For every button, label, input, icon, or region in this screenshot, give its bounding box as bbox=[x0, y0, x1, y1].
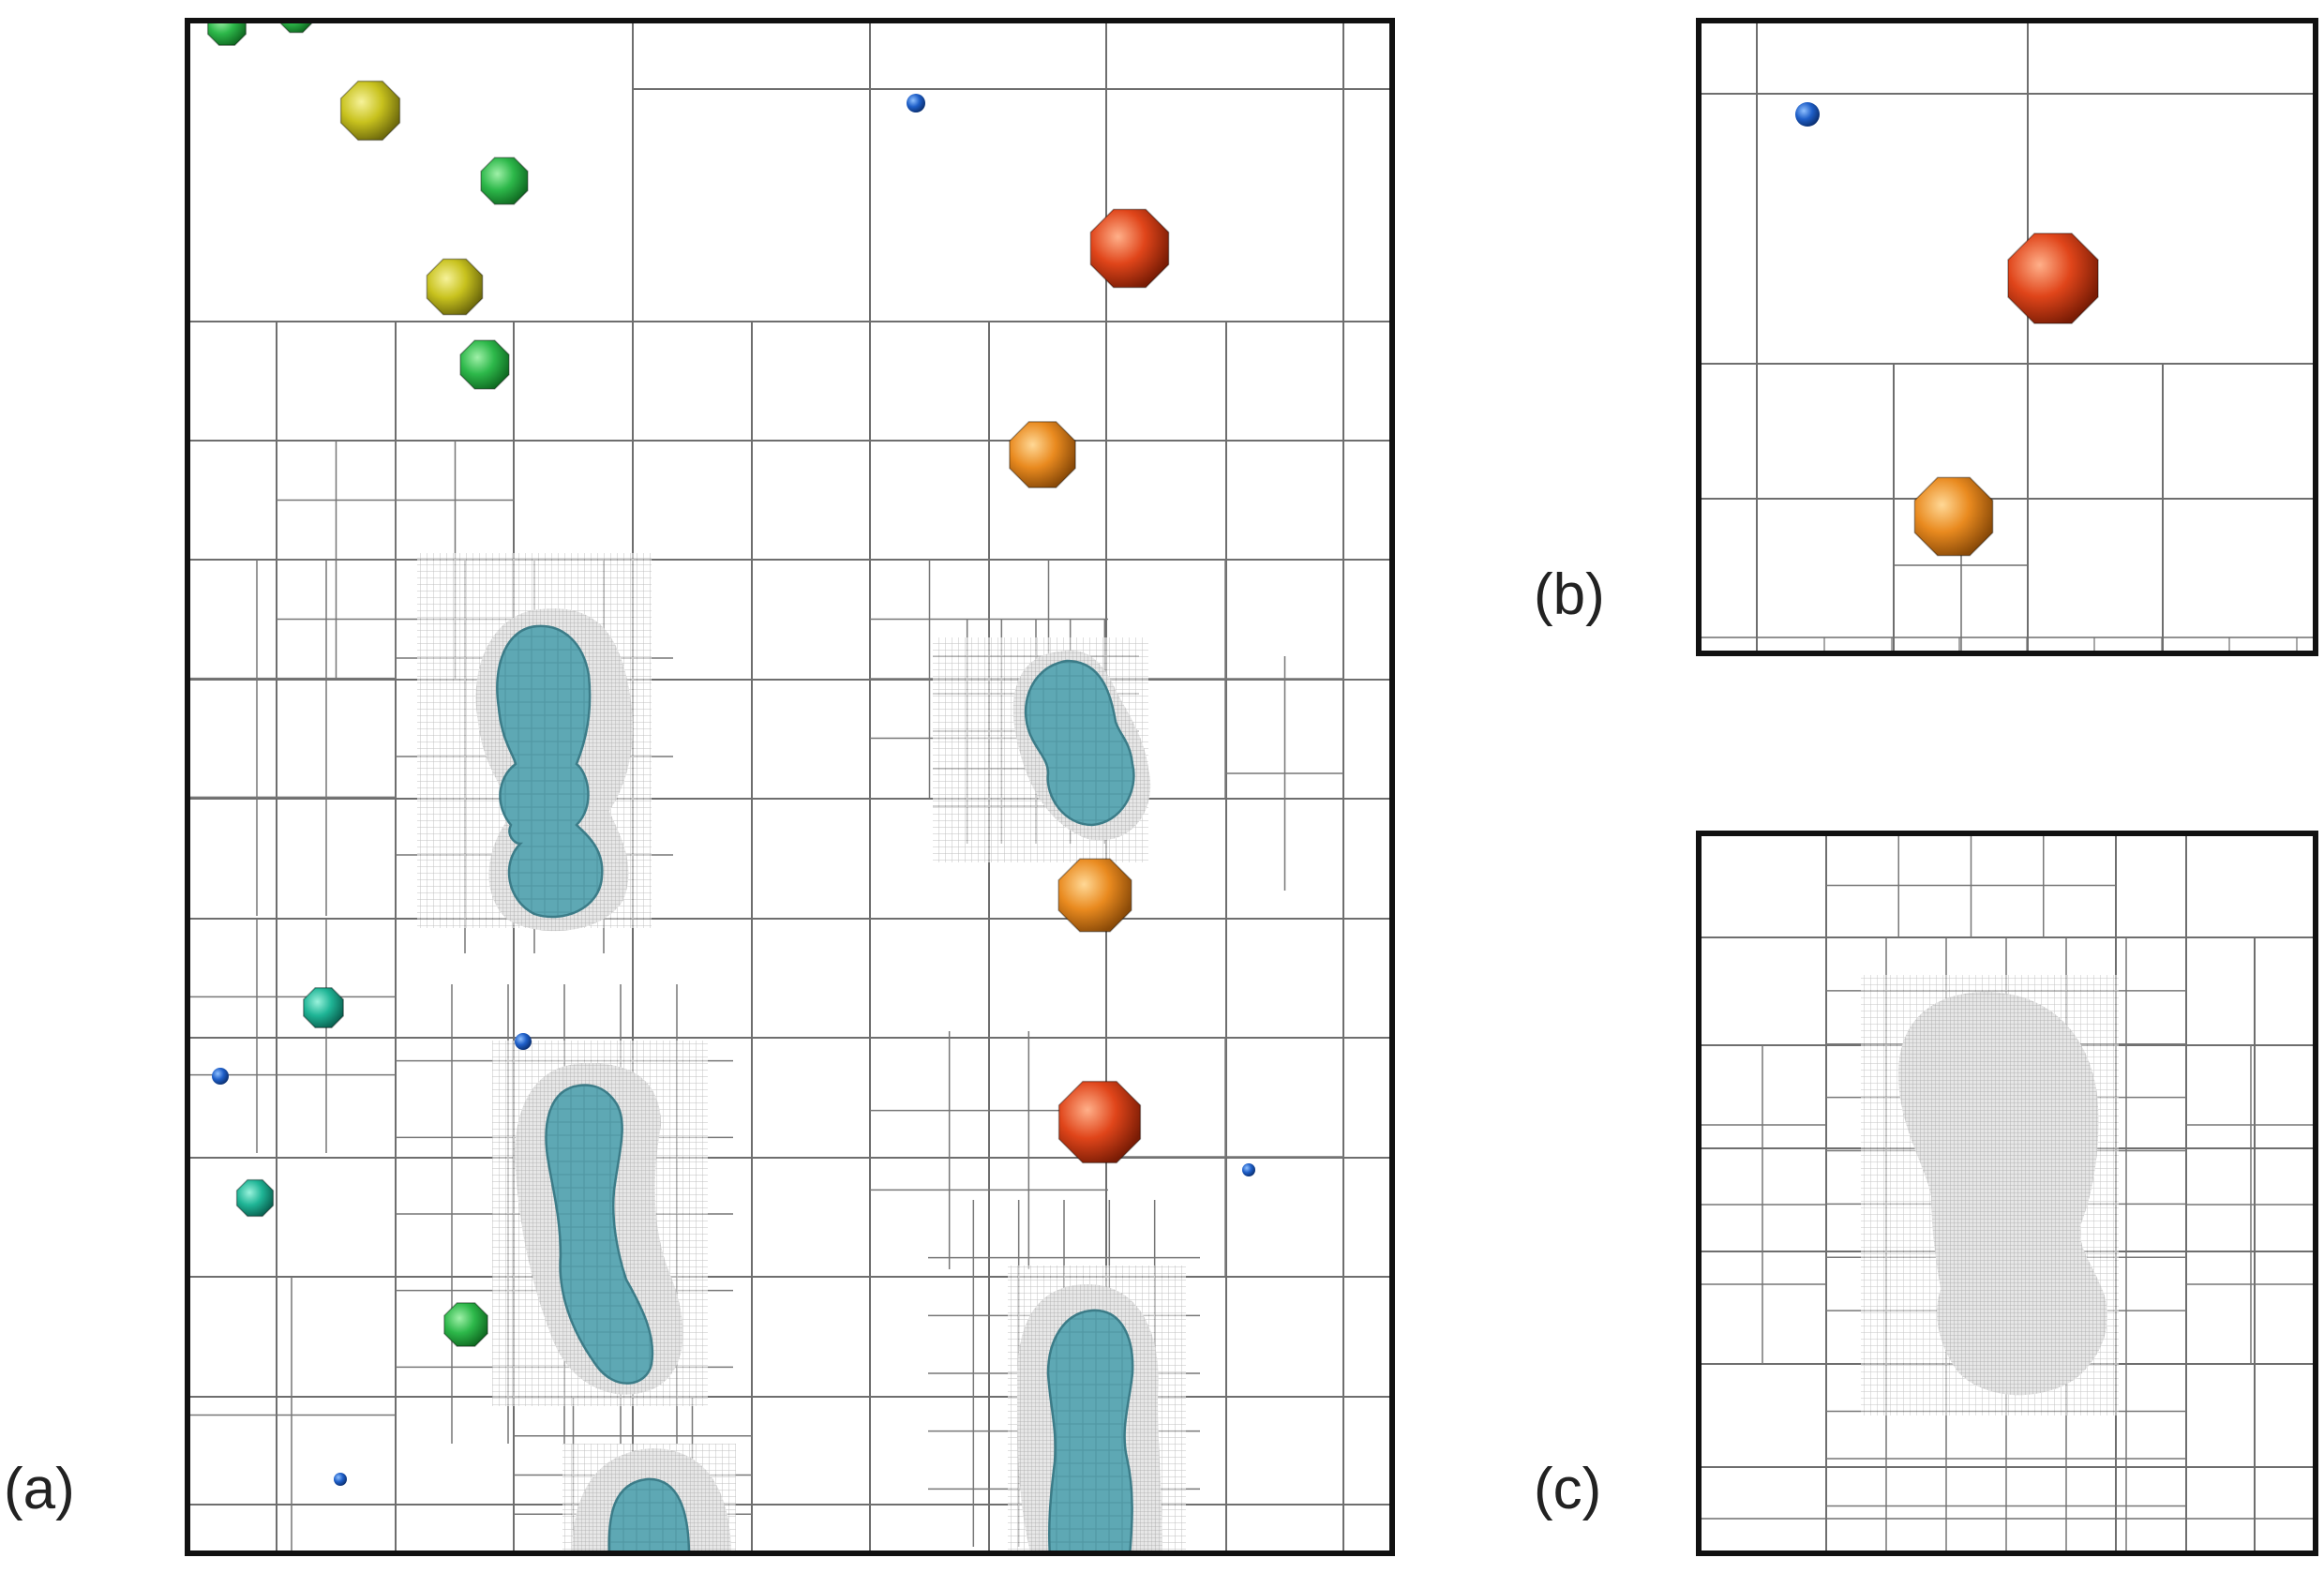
panel-b-frame bbox=[1696, 18, 2318, 656]
particle-octagon bbox=[1057, 1080, 1142, 1164]
gas-bubble bbox=[545, 1084, 654, 1385]
panel-label-a: (a) bbox=[4, 1457, 75, 1521]
small-particle bbox=[1795, 102, 1820, 127]
panel-a-objects bbox=[206, 21, 1255, 1553]
particle-octagon bbox=[279, 21, 313, 34]
gas-bubble bbox=[607, 1477, 691, 1553]
particle-octagon bbox=[2007, 232, 2099, 324]
panel-b-mesh-lines bbox=[1699, 21, 2316, 653]
gas-bubble bbox=[1024, 659, 1135, 827]
small-particle bbox=[334, 1473, 347, 1486]
gas-bubble bbox=[496, 624, 604, 919]
particle-octagon bbox=[235, 1178, 275, 1218]
panel-c-mesh-lines bbox=[1699, 833, 2316, 1553]
particle-octagon bbox=[1057, 858, 1132, 933]
particle-octagon bbox=[459, 339, 510, 390]
panel-b-objects bbox=[1795, 102, 2099, 557]
particle-octagon bbox=[443, 1302, 488, 1347]
particle-octagon bbox=[1009, 421, 1076, 488]
small-particle bbox=[1242, 1163, 1255, 1176]
particle-octagon bbox=[1913, 476, 1994, 557]
particle-octagon bbox=[426, 258, 484, 316]
panel-a-mesh-lines bbox=[187, 21, 1392, 1553]
panel-label-b: (b) bbox=[1534, 562, 1605, 627]
panel-a-frame bbox=[185, 18, 1395, 1556]
panel-label-c: (c) bbox=[1534, 1457, 1602, 1521]
small-particle bbox=[515, 1033, 532, 1050]
particle-octagon bbox=[1089, 208, 1170, 289]
gas-bubble bbox=[1046, 1309, 1134, 1553]
small-particle bbox=[212, 1068, 229, 1085]
panel-c-frame bbox=[1696, 831, 2318, 1556]
refined-bubble-mesh bbox=[1898, 992, 2107, 1396]
small-particle bbox=[907, 94, 925, 112]
particle-octagon bbox=[206, 21, 247, 47]
particle-octagon bbox=[480, 157, 529, 205]
particle-octagon bbox=[339, 80, 401, 142]
particle-octagon bbox=[303, 987, 344, 1028]
